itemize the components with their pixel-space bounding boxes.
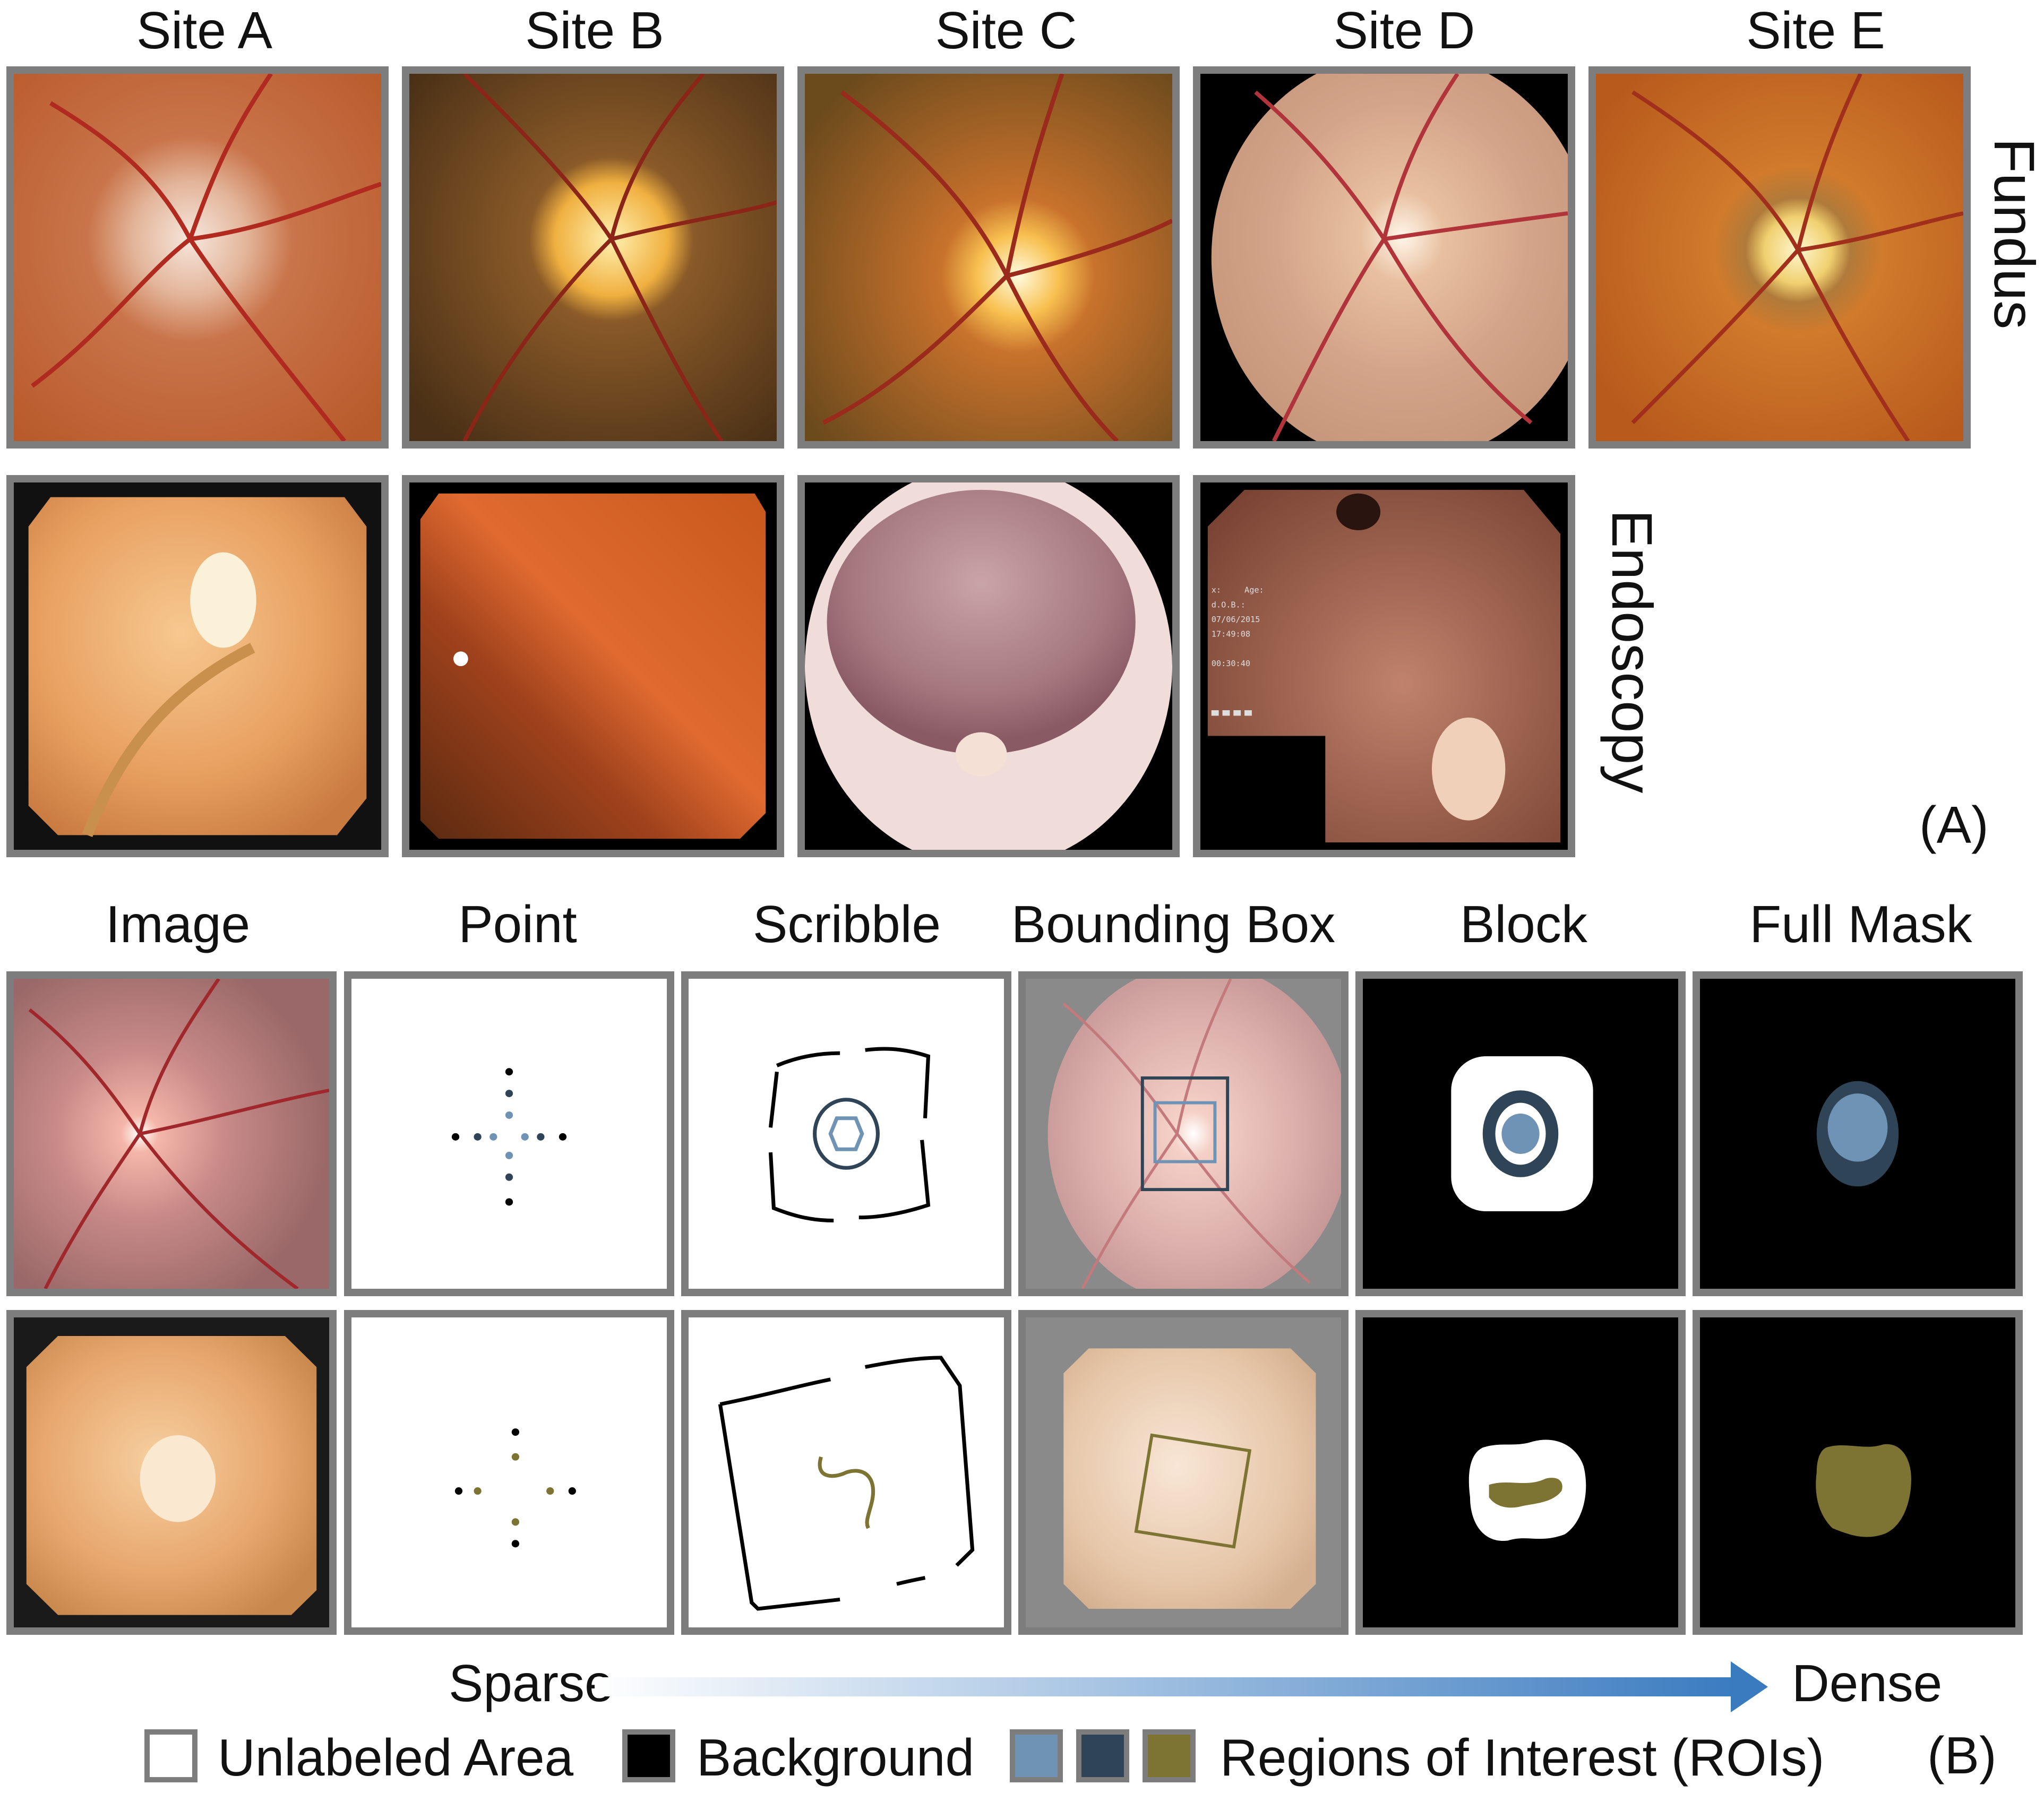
full-mask-annotation-endoscopy	[1693, 1310, 2023, 1635]
point-annotation-endoscopy	[344, 1310, 674, 1635]
bounding-box-annotation-endoscopy	[1018, 1310, 1349, 1635]
bounding-box-annotation-fundus	[1018, 971, 1349, 1296]
full-mask-annotation-fundus	[1693, 971, 2023, 1296]
point-annotation-fundus	[344, 971, 674, 1296]
endoscopy-overlay-line: 07/06/2015	[1212, 615, 1260, 624]
endoscopy-image-site-d: x: Age: d.O.B.: 07/06/2015 17:49:08 00:3…	[1193, 475, 1575, 857]
site-label-e: Site E	[1746, 1, 1885, 59]
legend-label-unlabeled: Unlabeled Area	[218, 1728, 574, 1787]
endoscopy-overlay-line: 17:49:08	[1212, 630, 1250, 639]
block-annotation-fundus	[1355, 971, 1686, 1296]
block-annotation-endoscopy	[1355, 1310, 1686, 1635]
fundus-image-site-c	[797, 66, 1180, 449]
endoscopy-image-site-a	[6, 475, 389, 857]
site-label-c: Site C	[935, 1, 1077, 59]
endoscopy-overlay-line: Age:	[1244, 585, 1264, 595]
endoscopy-overlay-line: d.O.B.:	[1212, 600, 1246, 609]
endoscopy-overlay-line: x:	[1212, 585, 1221, 595]
endoscopy-image-site-c	[797, 475, 1180, 857]
col-label-image: Image	[105, 895, 251, 953]
site-label-b: Site B	[525, 1, 664, 59]
panel-letter-b: (B)	[1927, 1726, 1997, 1785]
legend-swatch-roi-dark-blue	[1076, 1729, 1129, 1782]
fundus-image-site-d	[1193, 66, 1575, 449]
sparse-to-dense-arrow	[595, 1661, 1768, 1712]
legend-swatch-unlabeled	[144, 1729, 197, 1782]
row-label-endoscopy: Endoscopy	[1600, 510, 1664, 794]
col-label-scribble: Scribble	[752, 895, 941, 953]
scribble-annotation-fundus	[681, 971, 1011, 1296]
panel-letter-a: (A)	[1919, 796, 1989, 854]
fundus-image-site-a	[6, 66, 389, 449]
axis-dense-label: Dense	[1792, 1654, 1943, 1712]
col-label-point: Point	[458, 895, 577, 953]
site-label-d: Site D	[1333, 1, 1475, 59]
legend-swatch-roi-light-blue	[1010, 1729, 1063, 1782]
legend-swatch-background	[622, 1729, 675, 1782]
image-endoscopy	[6, 1310, 337, 1635]
site-label-a: Site A	[136, 1, 273, 59]
col-label-block: Block	[1460, 895, 1587, 953]
row-label-fundus: Fundus	[1982, 138, 2044, 330]
scribble-annotation-endoscopy	[681, 1310, 1011, 1635]
endoscopy-overlay-line: 00:30:40	[1212, 659, 1250, 668]
fundus-image-site-e	[1588, 66, 1971, 449]
col-label-bounding-box: Bounding Box	[1011, 895, 1336, 953]
fundus-image-site-b	[402, 66, 784, 449]
axis-sparse-label: Sparse	[449, 1654, 614, 1712]
legend-label-background: Background	[697, 1728, 975, 1787]
legend-swatch-roi-olive	[1143, 1729, 1196, 1782]
legend-label-roi: Regions of Interest (ROIs)	[1220, 1728, 1825, 1787]
image-fundus	[6, 971, 337, 1296]
endoscopy-image-site-b	[402, 475, 784, 857]
col-label-full-mask: Full Mask	[1749, 895, 1972, 953]
